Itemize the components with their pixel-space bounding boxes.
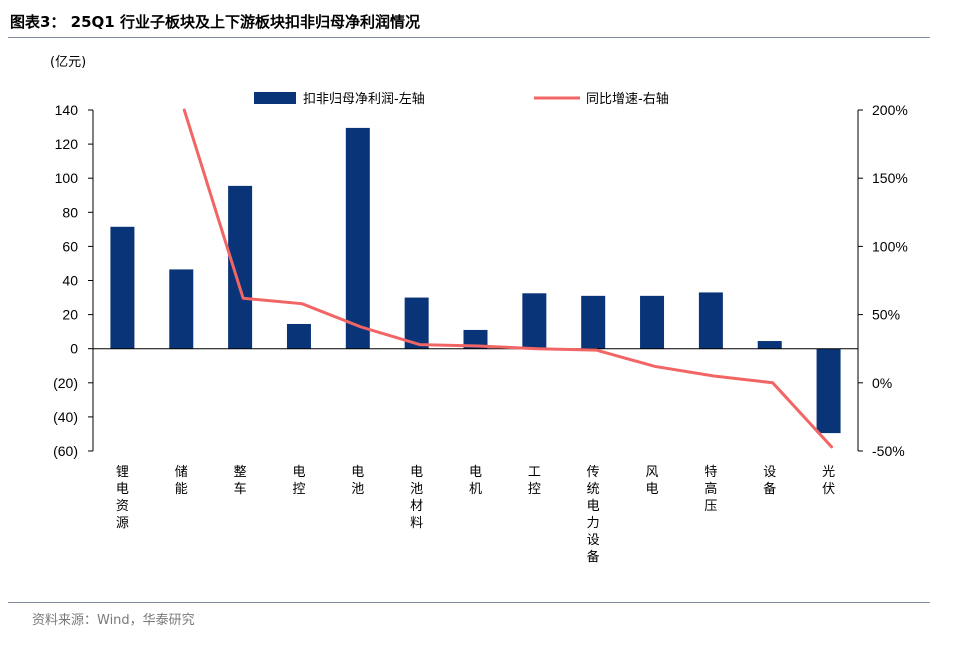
left-axis-tick-label: (20) <box>53 375 78 391</box>
category-label: 风电 <box>646 465 659 497</box>
bar <box>640 295 665 349</box>
left-axis-tick-label: 60 <box>62 238 78 254</box>
bar <box>816 348 841 434</box>
legend-swatch-bar <box>254 92 296 104</box>
category-label: 设备 <box>763 465 776 497</box>
left-axis-tick-label: 80 <box>62 204 78 220</box>
legend-label-bar: 扣非归母净利润-左轴 <box>303 92 425 107</box>
figure-header: 图表3： 25Q1 行业子板块及上下游板块扣非归母净利润情况 <box>0 0 955 38</box>
bar <box>110 226 135 349</box>
category-label: 锂电资源 <box>116 465 129 531</box>
source-note: 资料来源：Wind，华泰研究 <box>32 613 195 628</box>
legend-label-line: 同比增速-右轴 <box>586 92 669 107</box>
left-axis-tick-label: 20 <box>62 307 78 323</box>
line-series <box>182 108 834 449</box>
category-label: 电池材料 <box>410 465 423 531</box>
category-label: 电池 <box>351 465 364 497</box>
left-axis-tick-label: (40) <box>53 409 78 425</box>
bar <box>581 295 606 349</box>
left-axis-tick-label: (60) <box>53 443 78 459</box>
left-axis-tick-label: 140 <box>55 102 79 118</box>
left-axis-tick-label: 0 <box>70 341 78 357</box>
right-axis-tick-label: -50% <box>872 443 905 459</box>
right-axis-tick-label: 200% <box>872 102 908 118</box>
bar <box>522 293 547 349</box>
category-label: 光伏 <box>822 465 835 497</box>
growth-line <box>182 108 834 449</box>
bar <box>228 185 253 349</box>
category-label: 电机 <box>469 465 482 497</box>
left-axis-unit-label: (亿元) <box>50 55 86 70</box>
bar <box>345 127 370 349</box>
category-labels: 锂电资源 储能 整车 电控 电池 电池材料 电机 工控 传统电力设备 风电 特高压 设备 光伏 <box>116 465 835 565</box>
bar <box>169 269 194 349</box>
category-label: 储能 <box>175 465 188 497</box>
left-axis-tick-label: 100 <box>55 170 79 186</box>
left-axis-tick-label: 40 <box>62 273 78 289</box>
bar <box>463 329 488 349</box>
right-axis-tick-label: 150% <box>872 170 908 186</box>
footer-divider <box>8 602 930 603</box>
right-axis-tick-label: 100% <box>872 238 908 254</box>
right-y-axis: 200% 150% 100% 50% 0% -50% <box>857 102 908 459</box>
category-label: 整车 <box>234 465 247 497</box>
bar <box>698 292 723 349</box>
right-axis-tick-label: 50% <box>872 307 900 323</box>
category-label: 传统电力设备 <box>587 465 600 565</box>
right-axis-tick-label: 0% <box>872 375 892 391</box>
legend: 扣非归母净利润-左轴 同比增速-右轴 <box>254 92 669 107</box>
bar-series <box>110 127 841 434</box>
bar <box>286 323 311 349</box>
left-axis-tick-label: 120 <box>55 136 79 152</box>
title-divider <box>8 37 930 38</box>
category-label: 工控 <box>528 465 541 497</box>
category-label: 电控 <box>292 465 305 497</box>
chart-canvas: (亿元) 140 120 100 80 60 40 20 0 (20) (40) (60) 200%… <box>50 55 908 565</box>
left-y-axis: 140 120 100 80 60 40 20 0 (20) (40) (60) <box>53 102 94 459</box>
category-label: 特高压 <box>704 465 717 514</box>
figure-title: 图表3： 25Q1 行业子板块及上下游板块扣非归母净利润情况 <box>10 13 420 31</box>
bar <box>757 341 782 349</box>
